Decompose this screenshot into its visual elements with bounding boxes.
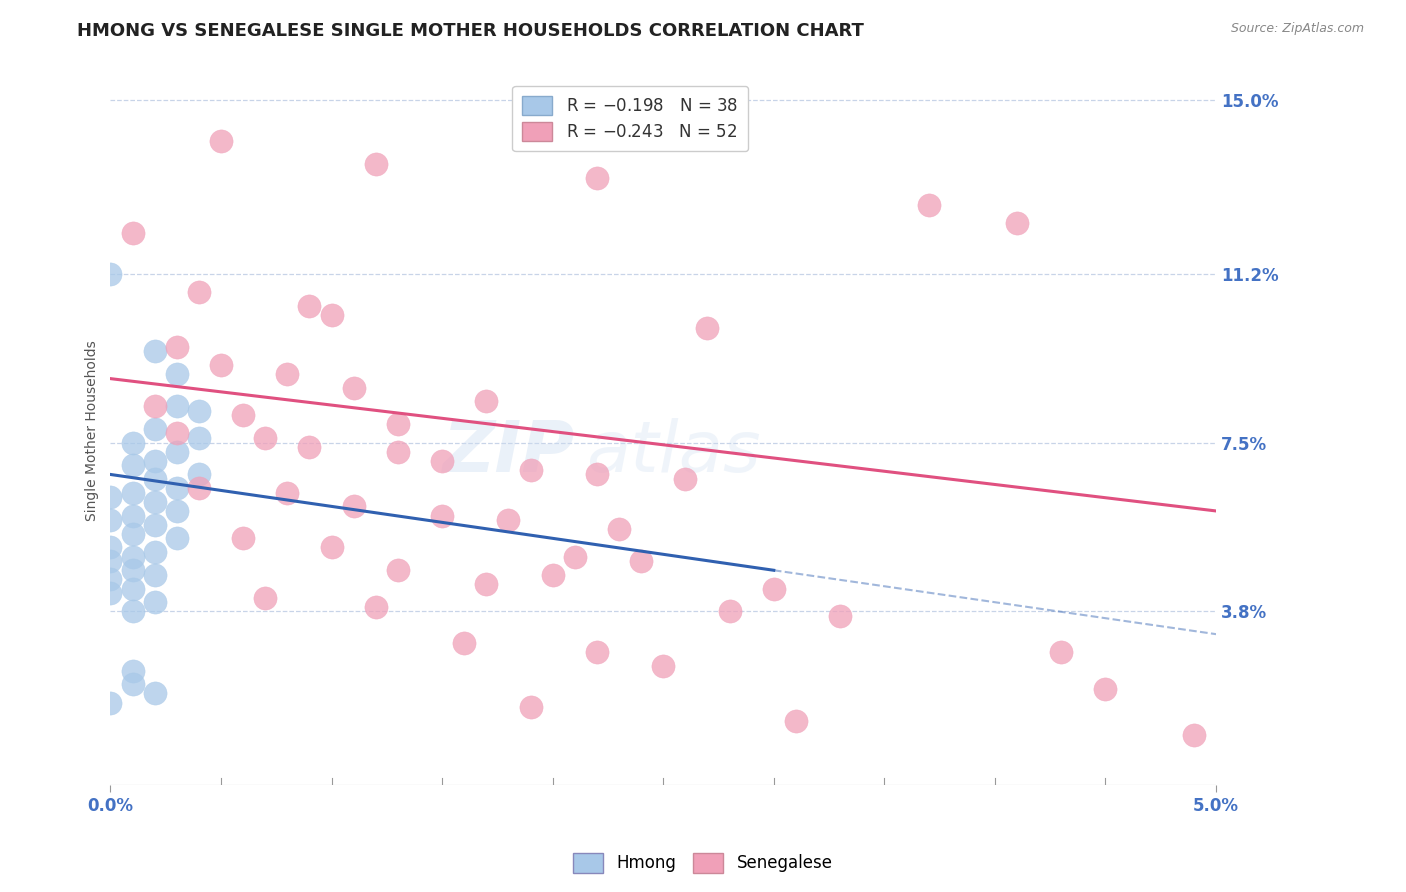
Point [187,467,209,482]
Point [586,170,609,185]
Point [166,532,188,546]
Point [232,408,254,422]
Point [100,513,122,527]
Point [254,431,277,445]
Point [475,577,498,591]
Point [143,472,166,486]
Point [254,591,277,605]
Point [143,545,166,559]
Point [121,677,143,691]
Y-axis label: Single Mother Households: Single Mother Households [86,341,100,522]
Point [519,700,541,714]
Point [143,595,166,609]
Point [321,541,343,555]
Point [298,299,321,313]
Point [166,426,188,441]
Point [166,481,188,495]
Point [143,495,166,509]
Point [276,485,298,500]
Point [343,500,366,514]
Point [673,472,696,486]
Point [100,490,122,504]
Point [1050,645,1073,659]
Point [541,567,564,582]
Point [143,344,166,359]
Point [785,714,807,728]
Point [100,573,122,587]
Point [475,394,498,409]
Point [364,599,387,614]
Point [121,458,143,473]
Point [187,403,209,417]
Point [1182,727,1205,741]
Point [166,340,188,354]
Point [143,399,166,413]
Text: ZIP: ZIP [443,417,575,487]
Point [298,440,321,454]
Point [209,358,232,372]
Point [1094,681,1116,696]
Point [143,686,166,700]
Point [166,399,188,413]
Point [143,517,166,532]
Point [917,198,939,212]
Point [519,463,541,477]
Point [718,604,741,618]
Legend: Hmong, Senegalese: Hmong, Senegalese [567,847,839,880]
Point [564,549,586,564]
Point [232,532,254,546]
Point [276,367,298,381]
Point [187,431,209,445]
Point [607,522,630,536]
Point [100,554,122,568]
Point [121,485,143,500]
Point [453,636,475,650]
Point [143,422,166,436]
Point [430,508,453,523]
Point [387,417,409,432]
Point [121,664,143,678]
Point [100,267,122,281]
Point [321,308,343,322]
Point [387,563,409,577]
Point [121,549,143,564]
Point [830,608,852,623]
Point [121,604,143,618]
Point [166,504,188,518]
Point [166,367,188,381]
Point [121,226,143,240]
Point [121,526,143,541]
Point [498,513,520,527]
Point [696,321,718,335]
Point [100,696,122,710]
Point [143,454,166,468]
Text: HMONG VS SENEGALESE SINGLE MOTHER HOUSEHOLDS CORRELATION CHART: HMONG VS SENEGALESE SINGLE MOTHER HOUSEH… [77,22,865,40]
Point [364,157,387,171]
Point [630,554,652,568]
Point [121,508,143,523]
Point [100,541,122,555]
Point [166,444,188,458]
Point [143,567,166,582]
Point [121,563,143,577]
Legend: R = $-$0.198   N = 38, R = $-$0.243   N = 52: R = $-$0.198 N = 38, R = $-$0.243 N = 52 [512,86,748,151]
Point [586,645,609,659]
Point [343,381,366,395]
Point [187,285,209,299]
Point [762,582,785,596]
Point [209,134,232,148]
Point [1005,217,1028,231]
Point [121,582,143,596]
Text: atlas: atlas [586,417,761,487]
Point [586,467,609,482]
Point [430,454,453,468]
Point [121,435,143,450]
Point [100,586,122,600]
Text: Source: ZipAtlas.com: Source: ZipAtlas.com [1230,22,1364,36]
Point [652,659,675,673]
Point [187,481,209,495]
Point [387,444,409,458]
